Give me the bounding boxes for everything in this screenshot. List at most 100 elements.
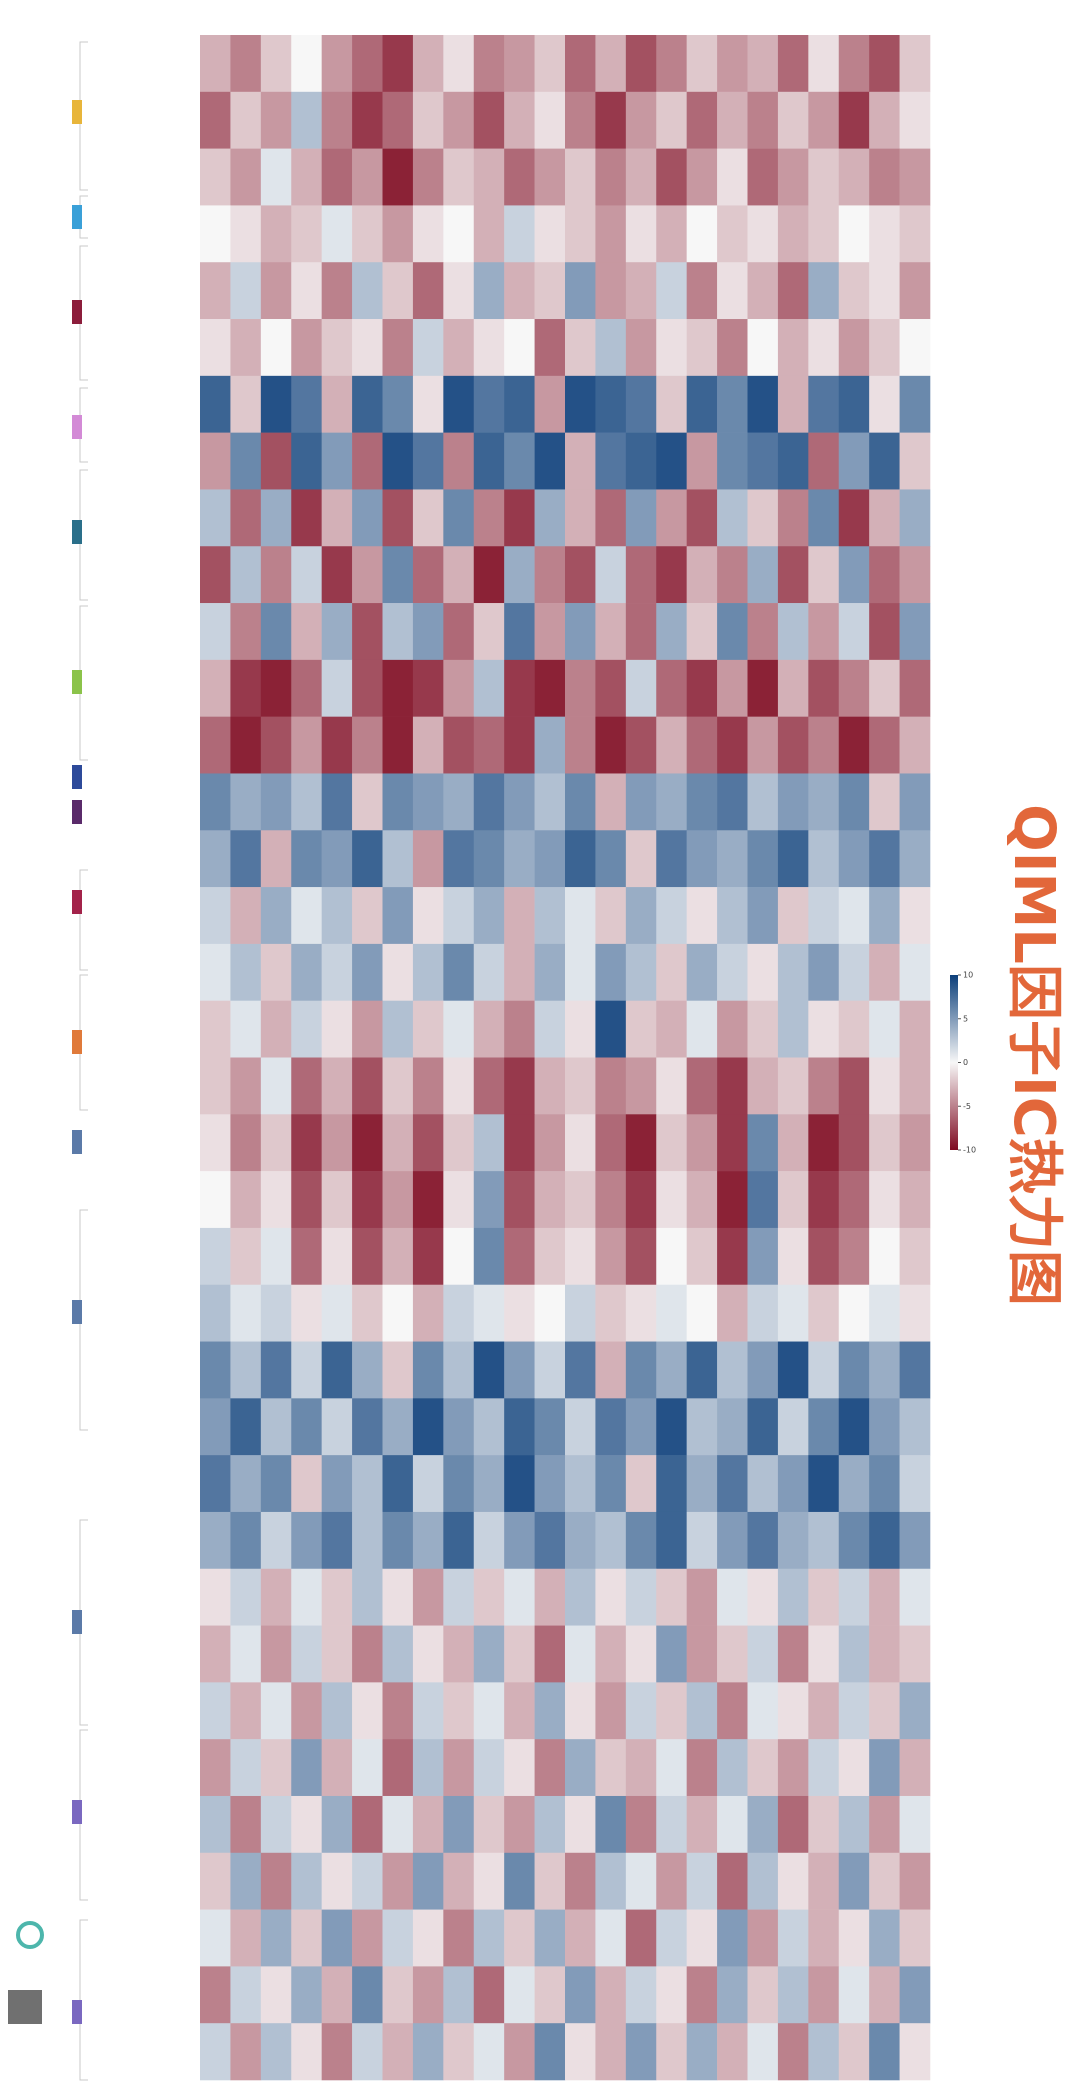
heatmap-cell: [747, 432, 779, 490]
heatmap-cell: [808, 375, 840, 433]
heatmap-cell: [656, 1511, 687, 1570]
heatmap-cell: [443, 830, 475, 888]
heatmap-cell: [625, 773, 657, 831]
heatmap-cell: [808, 1795, 840, 1854]
heatmap-cell: [412, 2023, 444, 2081]
heatmap-cell: [260, 2023, 292, 2081]
heatmap-cell: [717, 1057, 748, 1115]
heatmap-cell: [625, 205, 657, 263]
heatmap-cell: [686, 659, 718, 717]
heatmap-cell: [838, 887, 870, 945]
heatmap-cell: [808, 35, 840, 93]
heatmap-cell: [656, 1966, 687, 2024]
heatmap-cell: [899, 319, 931, 377]
heatmap-cell: [260, 1227, 292, 1286]
group-chip: [72, 1800, 82, 1824]
heatmap-cell: [473, 148, 505, 206]
heatmap-cell: [473, 887, 505, 945]
heatmap-cell: [565, 1511, 596, 1570]
heatmap-cell: [443, 716, 475, 774]
heatmap-cell: [230, 489, 262, 547]
heatmap-cell: [291, 603, 322, 661]
heatmap-cell: [686, 1057, 718, 1115]
heatmap-cell: [504, 1909, 535, 1967]
heatmap-cell: [625, 1000, 657, 1058]
heatmap-cell: [291, 1398, 322, 1456]
heatmap-cell: [869, 319, 900, 377]
heatmap-cell: [352, 1625, 383, 1683]
heatmap-cell: [504, 35, 535, 93]
heatmap-cell: [656, 1625, 687, 1683]
heatmap-cell: [717, 1341, 748, 1399]
heatmap-cell: [717, 432, 748, 490]
heatmap-cell: [412, 35, 444, 93]
heatmap-cell: [291, 1852, 322, 1910]
heatmap-cell: [412, 1682, 444, 1740]
heatmap-cell: [838, 375, 870, 433]
heatmap-cell: [534, 1568, 566, 1626]
heatmap-cell: [260, 35, 292, 93]
heatmap-cell: [565, 1795, 596, 1854]
heatmap-cell: [899, 432, 931, 490]
heatmap-cell: [321, 91, 353, 149]
heatmap-cell: [777, 489, 809, 547]
heatmap-cell: [899, 1284, 931, 1342]
heatmap-cell: [595, 1057, 627, 1115]
heatmap-cell: [899, 1682, 931, 1740]
heatmap-cell: [260, 1171, 292, 1229]
heatmap-cell: [291, 830, 322, 888]
heatmap-cell: [717, 2023, 748, 2081]
heatmap-cell: [686, 830, 718, 888]
heatmap-cell: [412, 1227, 444, 1286]
heatmap-cell: [625, 1284, 657, 1342]
heatmap-cell: [838, 943, 870, 1001]
heatmap-cell: [777, 319, 809, 377]
heatmap-cell: [686, 262, 718, 320]
heatmap-cell: [838, 1966, 870, 2024]
heatmap-cell: [808, 489, 840, 547]
heatmap-cell: [200, 546, 231, 604]
heatmap-cell: [291, 432, 322, 490]
heatmap-cell: [321, 887, 353, 945]
heatmap-cell: [200, 91, 231, 149]
heatmap-cell: [443, 1114, 475, 1172]
heatmap-cell: [869, 1341, 900, 1399]
heatmap-cell: [504, 1852, 535, 1910]
heatmap-cell: [717, 35, 748, 93]
group-chip: [72, 800, 82, 824]
heatmap-cell: [717, 546, 748, 604]
heatmap-cell: [808, 262, 840, 320]
heatmap-cell: [291, 489, 322, 547]
heatmap-cell: [747, 1795, 779, 1854]
heatmap-cell: [534, 432, 566, 490]
heatmap-cell: [260, 716, 292, 774]
heatmap-cell: [717, 319, 748, 377]
heatmap-cell: [382, 1966, 414, 2024]
heatmap-cell: [200, 1341, 231, 1399]
heatmap-cell: [321, 1625, 353, 1683]
heatmap-cell: [200, 1227, 231, 1286]
heatmap-cell: [838, 262, 870, 320]
heatmap-cell: [443, 887, 475, 945]
heatmap-cell: [443, 148, 475, 206]
heatmap-cell: [382, 1909, 414, 1967]
heatmap-cell: [352, 1284, 383, 1342]
heatmap-cell: [777, 1171, 809, 1229]
heatmap-cell: [899, 1795, 931, 1854]
heatmap-cell: [412, 1171, 444, 1229]
heatmap-cell: [412, 1966, 444, 2024]
heatmap-cell: [473, 773, 505, 831]
heatmap-cell: [504, 1341, 535, 1399]
heatmap-cell: [504, 375, 535, 433]
heatmap-cell: [230, 432, 262, 490]
heatmap-cell: [352, 716, 383, 774]
heatmap-cell: [595, 262, 627, 320]
heatmap-cell: [838, 2023, 870, 2081]
heatmap-cell: [656, 432, 687, 490]
heatmap-cell: [321, 830, 353, 888]
heatmap-cell: [200, 1625, 231, 1683]
heatmap-cell: [534, 262, 566, 320]
heatmap-cell: [443, 1284, 475, 1342]
